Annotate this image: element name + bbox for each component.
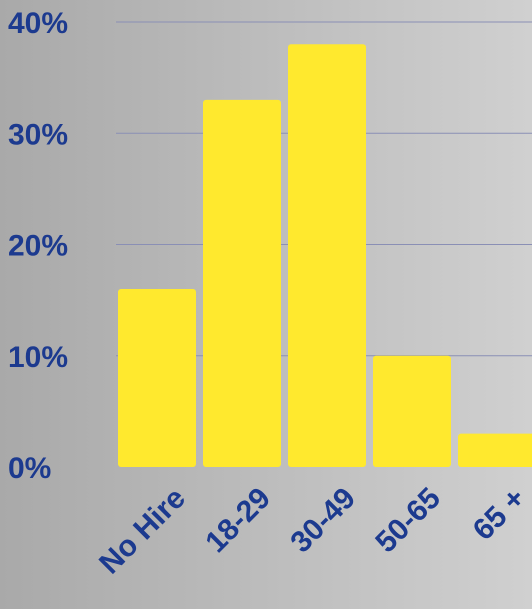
bar-30-49 [288,44,366,467]
y-tick-label: 40% [8,7,68,40]
y-tick-label: 30% [8,118,68,151]
bars [118,44,532,467]
x-category-label: 65 + [467,482,532,547]
y-tick-label: 10% [8,341,68,374]
y-tick-label: 20% [8,230,68,263]
bar-18-29 [203,99,281,467]
bar-50-65 [373,355,451,467]
x-category-label: 18-29 [199,482,277,560]
y-tick-label: 0% [8,452,51,485]
x-category-label: No Hire [93,482,192,581]
bar-no-hire [118,289,196,467]
x-category-label: 30-49 [284,482,362,560]
x-axis-category-labels: No Hire 18-29 30-49 50-65 65 + [93,482,532,581]
bar-65 [458,433,532,467]
x-category-label: 50-65 [369,482,447,560]
y-axis-tick-labels: 0% 10% 20% 30% 40% [8,7,68,485]
